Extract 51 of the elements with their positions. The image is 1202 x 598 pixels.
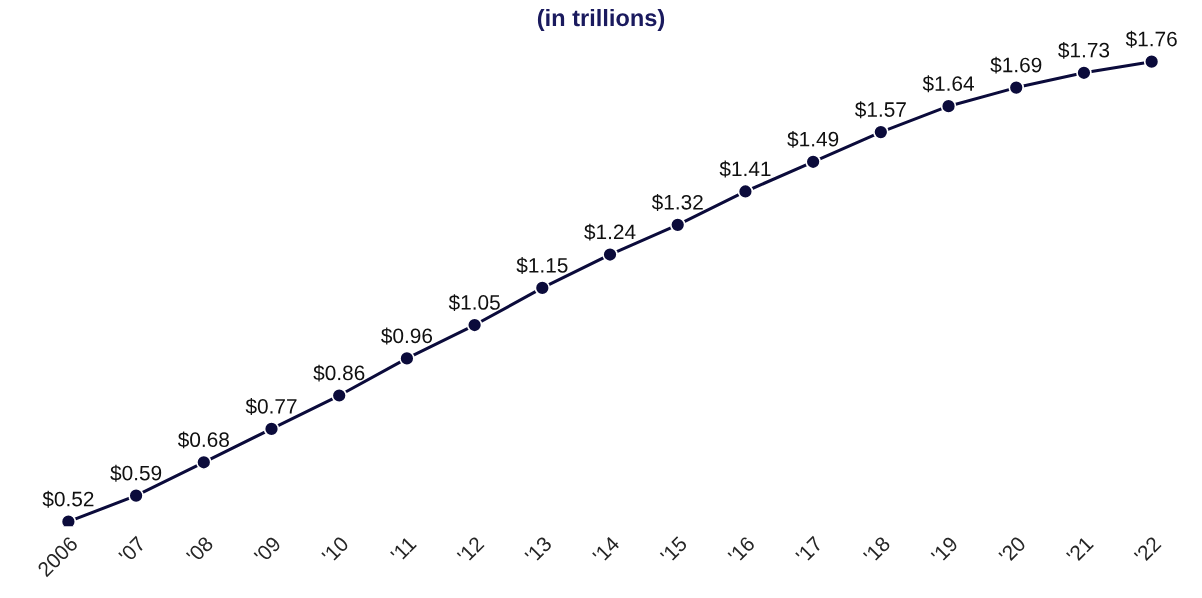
x-tick-label: '16 xyxy=(727,535,756,564)
data-label: $0.96 xyxy=(381,327,433,345)
x-tick-label: '15 xyxy=(659,535,688,564)
data-label: $0.86 xyxy=(313,364,365,382)
point xyxy=(940,98,957,114)
x-tick-label: '10 xyxy=(321,535,350,564)
data-label: $0.77 xyxy=(245,398,297,415)
x-tick-label: '17 xyxy=(795,535,824,564)
x-tick-label: '07 xyxy=(118,535,147,564)
x-tick-label: '21 xyxy=(1065,535,1094,564)
point xyxy=(737,183,754,200)
x-tick-label: '22 xyxy=(1133,535,1162,564)
point xyxy=(602,246,618,263)
data-label: $1.05 xyxy=(448,294,500,312)
x-tick-label: '19 xyxy=(930,535,959,564)
point xyxy=(263,421,280,437)
x-tick-label: '13 xyxy=(524,535,553,564)
x-tick-label: '12 xyxy=(456,535,485,564)
chart-title: (in trillions) xyxy=(537,8,665,31)
point xyxy=(1076,64,1092,81)
data-label: $1.73 xyxy=(1058,41,1110,59)
data-label: $1.76 xyxy=(1125,30,1177,48)
point xyxy=(331,387,347,404)
data-label: $0.59 xyxy=(110,464,162,482)
data-label: $0.68 xyxy=(177,431,229,449)
x-tick-label: '18 xyxy=(862,535,892,564)
data-label: $1.32 xyxy=(651,194,703,211)
data-label: $1.69 xyxy=(990,56,1042,74)
point xyxy=(805,154,821,170)
point xyxy=(669,217,686,233)
point xyxy=(534,280,551,296)
data-label: $1.41 xyxy=(719,160,771,178)
x-tick-label: '09 xyxy=(253,535,282,564)
point xyxy=(1008,79,1025,96)
data-label: $1.57 xyxy=(854,101,906,119)
point xyxy=(873,124,889,140)
data-label: $1.49 xyxy=(787,130,839,148)
x-tick-label: '20 xyxy=(998,535,1027,564)
point xyxy=(60,513,77,527)
point xyxy=(196,454,212,471)
point xyxy=(128,487,144,504)
point xyxy=(399,350,415,367)
data-label: $1.15 xyxy=(516,257,568,274)
data-label: $0.52 xyxy=(42,490,94,508)
x-tick-label: '14 xyxy=(592,535,621,564)
point xyxy=(466,317,483,333)
data-label: $1.64 xyxy=(922,75,974,93)
point xyxy=(1143,53,1160,70)
x-tick-label: '08 xyxy=(185,535,214,564)
data-label: $1.24 xyxy=(584,223,636,241)
x-tick-label: '11 xyxy=(390,535,417,563)
